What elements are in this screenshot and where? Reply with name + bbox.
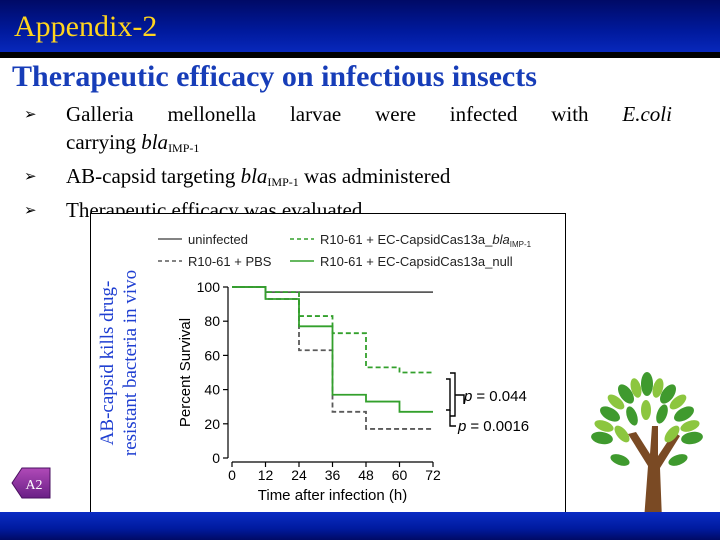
x-tick-label: 72 bbox=[425, 467, 441, 483]
p-value-2: p = 0.0016 bbox=[457, 418, 529, 435]
title-bar: Appendix-2 bbox=[0, 0, 720, 58]
title-bar-stripe bbox=[0, 52, 720, 58]
arrow-bullet-icon: ➢ bbox=[24, 167, 37, 185]
x-tick-label: 48 bbox=[358, 467, 374, 483]
survival-chart-svg: uninfected R10-61 + PBS R10-61 + EC-Caps… bbox=[158, 232, 532, 504]
slide-heading: Therapeutic efficacy on infectious insec… bbox=[12, 60, 537, 93]
bullet-1-text: carrying bbox=[66, 130, 142, 154]
significance-bracket-outer bbox=[450, 372, 456, 417]
x-tick-label: 36 bbox=[325, 467, 341, 483]
bullet-item-1: ➢ Galleria mellonella larvae were infect… bbox=[24, 100, 672, 162]
x-axis-title: Time after infection (h) bbox=[258, 487, 408, 504]
legend-label-pbs: R10-61 + PBS bbox=[188, 254, 272, 269]
p-value-1-symbol: p bbox=[463, 388, 472, 405]
chart-legend: uninfected R10-61 + PBS R10-61 + EC-Caps… bbox=[158, 232, 532, 269]
bullet-1-word: mellonella bbox=[167, 102, 257, 126]
side-label-line-2: resistant bacteria in vivo bbox=[120, 270, 141, 456]
nav-badge-arrow-icon bbox=[11, 467, 51, 499]
x-tick-label: 60 bbox=[392, 467, 408, 483]
y-tick-label: 40 bbox=[204, 382, 220, 398]
legend-label-capsid-bla: R10-61 + EC-CapsidCas13a_blaIMP-1 bbox=[320, 232, 532, 249]
chart-series bbox=[232, 286, 433, 430]
series-line-3 bbox=[232, 286, 433, 413]
chart-axes: 0 12 24 36 48 60 72 0 20 40 60 80 100 Time after infe… bbox=[177, 279, 441, 504]
side-label-svg: AB-capsid kills drug- resistant bacteria… bbox=[97, 270, 141, 456]
bullet-1-line-2: carrying blaIMP-1 bbox=[66, 128, 672, 162]
p-value-1-value: = 0.044 bbox=[476, 388, 526, 405]
figure-side-label: AB-capsid kills drug- resistant bacteria… bbox=[90, 213, 150, 513]
series-line-1 bbox=[232, 286, 433, 430]
p-value-2-value: = 0.0016 bbox=[470, 418, 529, 435]
legend-label-capsid-bla-gene: bla bbox=[492, 232, 509, 247]
figure-frame bbox=[90, 213, 566, 515]
p-value-2-symbol: p bbox=[457, 418, 466, 435]
y-tick-label: 60 bbox=[204, 347, 220, 363]
bullet-2-gene: bla bbox=[240, 164, 268, 188]
arrow-bullet-icon: ➢ bbox=[24, 105, 37, 123]
tree-icon-svg bbox=[591, 372, 703, 520]
y-tick-label: 80 bbox=[204, 313, 220, 329]
bullet-list: ➢ Galleria mellonella larvae were infect… bbox=[24, 100, 672, 224]
legend-label-capsid-bla-sub: IMP-1 bbox=[510, 240, 532, 249]
slide-nav-badge[interactable]: A2 bbox=[10, 466, 52, 500]
chart-annotations: p = 0.044 p = 0.0016 bbox=[446, 372, 529, 435]
bullet-1-word: were bbox=[375, 102, 416, 126]
y-axis-title: Percent Survival bbox=[177, 318, 194, 427]
bullet-2-text: AB-capsid targeting bbox=[66, 164, 241, 188]
series-line-2 bbox=[232, 286, 433, 374]
bullet-2-text-end: was administered bbox=[298, 164, 451, 188]
bullet-2-gene-sub: IMP-1 bbox=[267, 175, 299, 189]
p-value-1: p = 0.044 bbox=[463, 388, 527, 405]
bullet-1-line-1: Galleria mellonella larvae were infected… bbox=[66, 100, 672, 128]
footer-bar bbox=[0, 512, 720, 540]
legend-label-capsid-bla-main: R10-61 + EC-CapsidCas13a_ bbox=[320, 232, 493, 247]
significance-bracket-inner bbox=[446, 378, 451, 411]
significance-connector-2 bbox=[449, 410, 456, 427]
nav-badge-label: A2 bbox=[25, 478, 42, 493]
y-tick-label: 0 bbox=[212, 450, 220, 466]
bullet-1-gene-sub: IMP-1 bbox=[168, 141, 200, 155]
bullet-1-word: larvae bbox=[289, 102, 342, 126]
legend-label-capsid-null: R10-61 + EC-CapsidCas13a_null bbox=[320, 254, 513, 269]
nav-badge-svg: A2 bbox=[11, 467, 51, 499]
y-tick-label: 100 bbox=[197, 279, 221, 295]
legend-label-uninfected: uninfected bbox=[188, 232, 248, 247]
bullet-1-word: infected bbox=[449, 102, 518, 126]
significance-connector-1 bbox=[455, 394, 465, 404]
side-label-line-1: AB-capsid kills drug- bbox=[97, 281, 118, 446]
tree-icon bbox=[586, 370, 708, 520]
survival-chart: uninfected R10-61 + PBS R10-61 + EC-Caps… bbox=[150, 213, 564, 518]
x-tick-label: 24 bbox=[291, 467, 307, 483]
slide-section-title: Appendix-2 bbox=[14, 10, 158, 43]
bullet-item-2: ➢ AB-capsid targeting blaIMP-1 was admin… bbox=[24, 162, 672, 196]
bullet-1-gene: bla bbox=[141, 130, 169, 154]
x-tick-label: 12 bbox=[258, 467, 274, 483]
y-tick-label: 20 bbox=[204, 416, 220, 432]
bullet-1-species: E.coli bbox=[622, 102, 672, 126]
bullet-1-word: with bbox=[551, 102, 589, 126]
x-tick-label: 0 bbox=[228, 467, 236, 483]
arrow-bullet-icon: ➢ bbox=[24, 201, 37, 219]
bullet-1-word: Galleria bbox=[66, 102, 134, 126]
